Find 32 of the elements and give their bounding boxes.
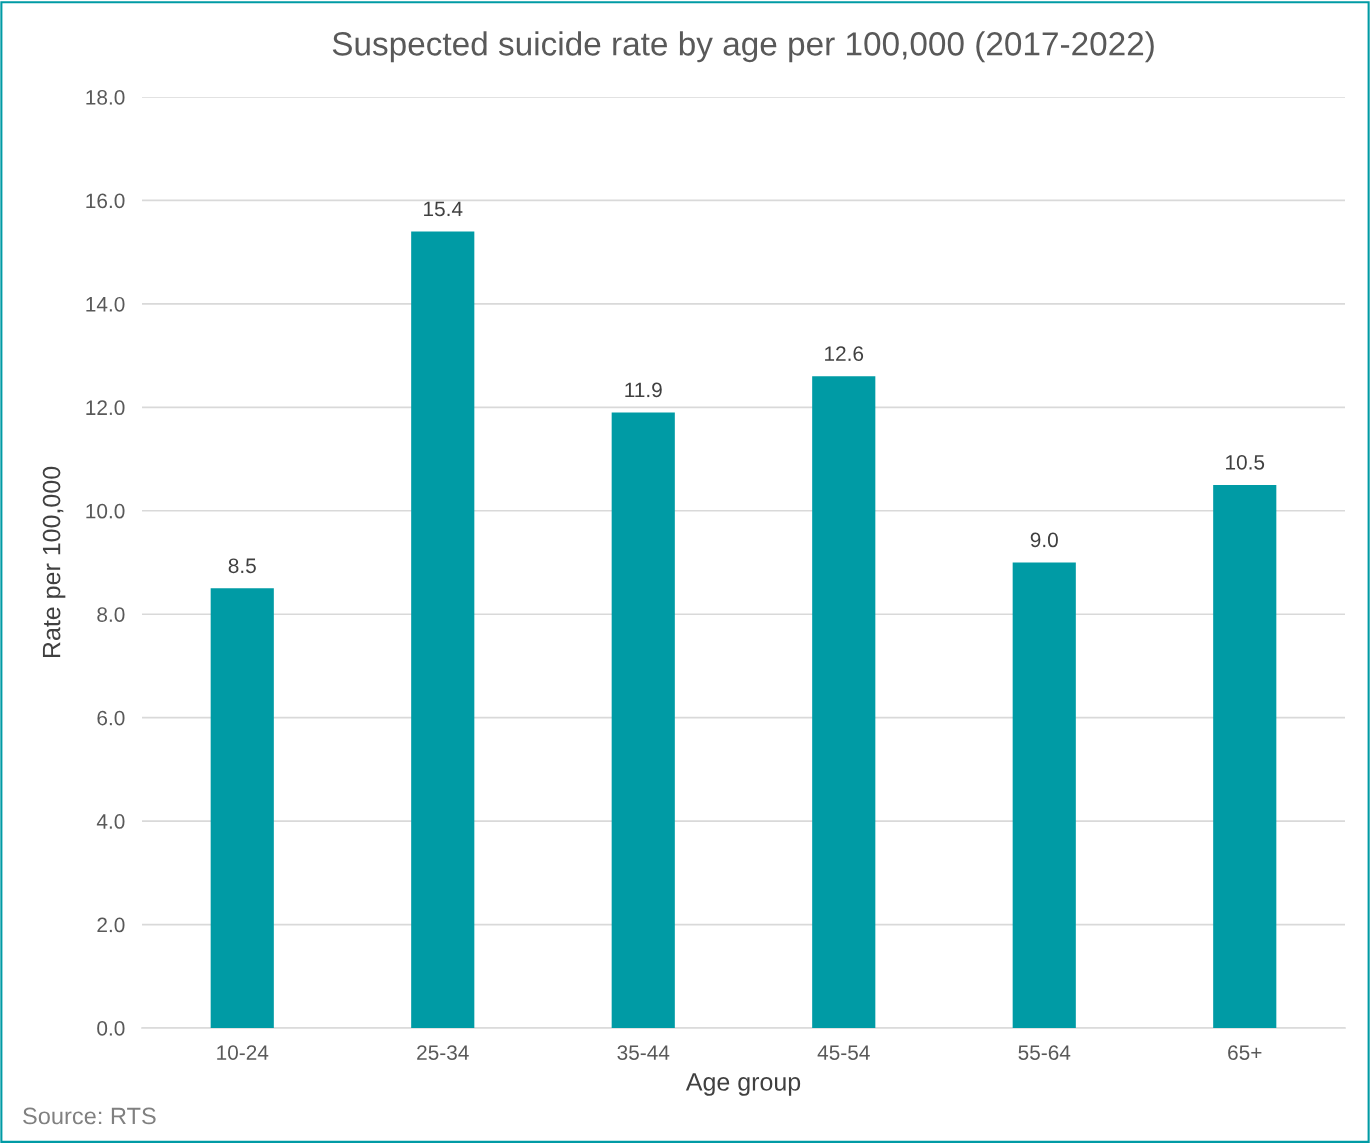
- y-tick-label: 0.0: [97, 1021, 125, 1036]
- source-note: Source: RTS: [23, 1107, 156, 1125]
- y-tick-label: 12.0: [86, 400, 125, 416]
- y-tick-label: 18.0: [86, 90, 125, 105]
- bar: [210, 588, 274, 1028]
- y-tick-label: 10.0: [86, 503, 125, 519]
- chart-title: Suspected suicide rate by age per 100,000 (2017-2022): [332, 31, 1154, 63]
- x-axis-title: Age group: [685, 1073, 801, 1096]
- data-label: 10.5: [1226, 454, 1265, 470]
- y-tick-label: 16.0: [86, 193, 125, 209]
- y-tick-label: 14.0: [86, 296, 125, 312]
- bar: [1012, 562, 1076, 1028]
- data-label: 8.5: [228, 558, 256, 574]
- x-tick-label: 25-34: [417, 1045, 469, 1060]
- y-tick-label: 8.0: [97, 607, 125, 622]
- data-label: 12.6: [825, 346, 864, 362]
- data-label: 15.4: [424, 201, 463, 217]
- data-label: 9.0: [1030, 532, 1058, 548]
- x-tick-label: 35-44: [617, 1045, 670, 1060]
- y-axis-title: Rate per 100,000: [42, 466, 66, 658]
- x-tick-label: 65+: [1228, 1045, 1262, 1060]
- bar: [611, 412, 675, 1028]
- x-tick-label: 45-54: [817, 1045, 870, 1060]
- x-tick-label: 55-64: [1018, 1045, 1071, 1060]
- y-tick-label: 2.0: [97, 917, 125, 933]
- y-tick-label: 6.0: [97, 710, 125, 726]
- x-tick-label: 10-24: [217, 1045, 269, 1060]
- bar: [1213, 484, 1277, 1028]
- data-label: 11.9: [625, 382, 662, 398]
- y-tick-label: 4.0: [96, 814, 125, 829]
- bar: [411, 231, 475, 1028]
- bar: [812, 376, 876, 1028]
